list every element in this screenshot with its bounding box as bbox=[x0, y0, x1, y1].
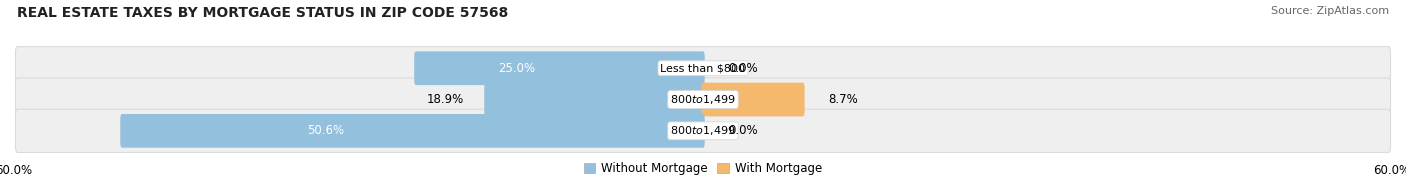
Text: 8.7%: 8.7% bbox=[828, 93, 858, 106]
Text: 25.0%: 25.0% bbox=[498, 62, 534, 75]
Text: $800 to $1,499: $800 to $1,499 bbox=[671, 124, 735, 137]
FancyBboxPatch shape bbox=[15, 109, 1391, 152]
Legend: Without Mortgage, With Mortgage: Without Mortgage, With Mortgage bbox=[579, 157, 827, 180]
Text: Source: ZipAtlas.com: Source: ZipAtlas.com bbox=[1271, 6, 1389, 16]
FancyBboxPatch shape bbox=[15, 78, 1391, 121]
FancyBboxPatch shape bbox=[415, 51, 704, 85]
Text: 50.6%: 50.6% bbox=[307, 124, 344, 137]
FancyBboxPatch shape bbox=[484, 83, 704, 116]
Text: REAL ESTATE TAXES BY MORTGAGE STATUS IN ZIP CODE 57568: REAL ESTATE TAXES BY MORTGAGE STATUS IN … bbox=[17, 6, 508, 20]
FancyBboxPatch shape bbox=[702, 83, 804, 116]
Text: Less than $800: Less than $800 bbox=[661, 63, 745, 73]
Text: 0.0%: 0.0% bbox=[728, 124, 758, 137]
Text: 18.9%: 18.9% bbox=[427, 93, 464, 106]
FancyBboxPatch shape bbox=[121, 114, 704, 148]
Text: $800 to $1,499: $800 to $1,499 bbox=[671, 93, 735, 106]
FancyBboxPatch shape bbox=[15, 47, 1391, 90]
Text: 0.0%: 0.0% bbox=[728, 62, 758, 75]
